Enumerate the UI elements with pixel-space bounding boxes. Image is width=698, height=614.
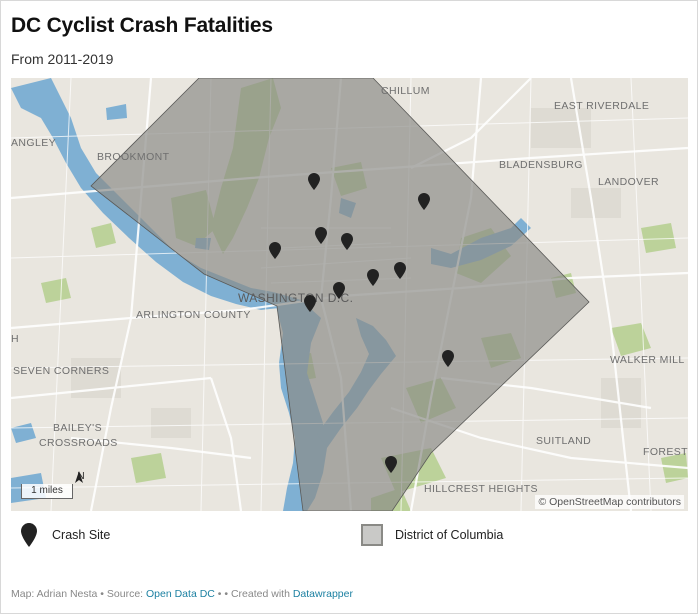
crash-markers <box>269 173 454 473</box>
place-label-seven-corners: SEVEN CORNERS <box>13 365 109 377</box>
legend-item-crash-site: Crash Site <box>20 522 110 548</box>
map-attribution: © OpenStreetMap contributors <box>535 495 684 509</box>
place-label-chillum: CHILLUM <box>381 85 430 97</box>
crash-site-marker[interactable] <box>367 269 379 286</box>
north-arrow-icon: N <box>74 471 88 497</box>
source-link[interactable]: Open Data DC <box>146 588 215 600</box>
map-pin-icon <box>21 523 37 547</box>
legend-item-district: District of Columbia <box>361 524 503 546</box>
datawrapper-link[interactable]: Datawrapper <box>292 588 353 600</box>
crash-site-marker[interactable] <box>333 282 345 299</box>
place-label-crossroads: CROSSROADS <box>39 437 118 449</box>
map-legend: Crash Site District of Columbia <box>11 520 688 554</box>
crash-site-marker[interactable] <box>315 227 327 244</box>
place-label-suitland: SUITLAND <box>536 435 591 447</box>
footer-separator: • • Created with <box>214 588 293 600</box>
place-label-bladensburg: BLADENSBURG <box>499 159 583 171</box>
map-canvas: CHILLUM EAST RIVERDALE ANGLEY BROOKMONT … <box>11 78 688 511</box>
place-label-walker-mill: WALKER MILL <box>610 354 685 366</box>
crash-site-marker[interactable] <box>308 173 320 190</box>
north-label: N <box>77 471 85 482</box>
crash-site-marker[interactable] <box>394 262 406 279</box>
crash-site-marker[interactable] <box>442 350 454 367</box>
place-label-angley: ANGLEY <box>11 137 56 149</box>
crash-site-marker[interactable] <box>269 242 281 259</box>
place-label-hillcrest-heights: HILLCREST HEIGHTS <box>424 483 538 495</box>
place-label-h: H <box>11 333 19 345</box>
place-label-landover: LANDOVER <box>598 176 659 188</box>
crash-site-marker[interactable] <box>418 193 430 210</box>
scale-bar: 1 miles <box>21 484 73 499</box>
page-subtitle: From 2011-2019 <box>11 51 114 67</box>
legend-label-crash-site: Crash Site <box>52 528 111 542</box>
footer-map-credit: Map: Adrian Nesta • Source: <box>11 588 146 600</box>
arrow-up-icon <box>75 471 83 483</box>
footer-credits: Map: Adrian Nesta • Source: Open Data DC… <box>11 588 353 600</box>
crash-site-marker[interactable] <box>304 295 316 312</box>
place-label-arlington: ARLINGTON COUNTY <box>136 309 251 321</box>
place-label-brookmont: BROOKMONT <box>97 151 170 163</box>
crash-site-marker[interactable] <box>385 456 397 473</box>
crash-site-marker[interactable] <box>341 233 353 250</box>
map-view[interactable]: CHILLUM EAST RIVERDALE ANGLEY BROOKMONT … <box>11 78 688 511</box>
place-label-forestv: FORESTV <box>643 446 688 458</box>
legend-label-district: District of Columbia <box>395 528 504 542</box>
district-swatch-icon <box>361 524 383 546</box>
place-label-washington: WASHINGTON D.C. <box>238 291 353 305</box>
place-label-baileys: BAILEY'S <box>53 422 102 434</box>
place-label-east-riverdale: EAST RIVERDALE <box>554 100 649 112</box>
page-title: DC Cyclist Crash Fatalities <box>11 14 273 37</box>
